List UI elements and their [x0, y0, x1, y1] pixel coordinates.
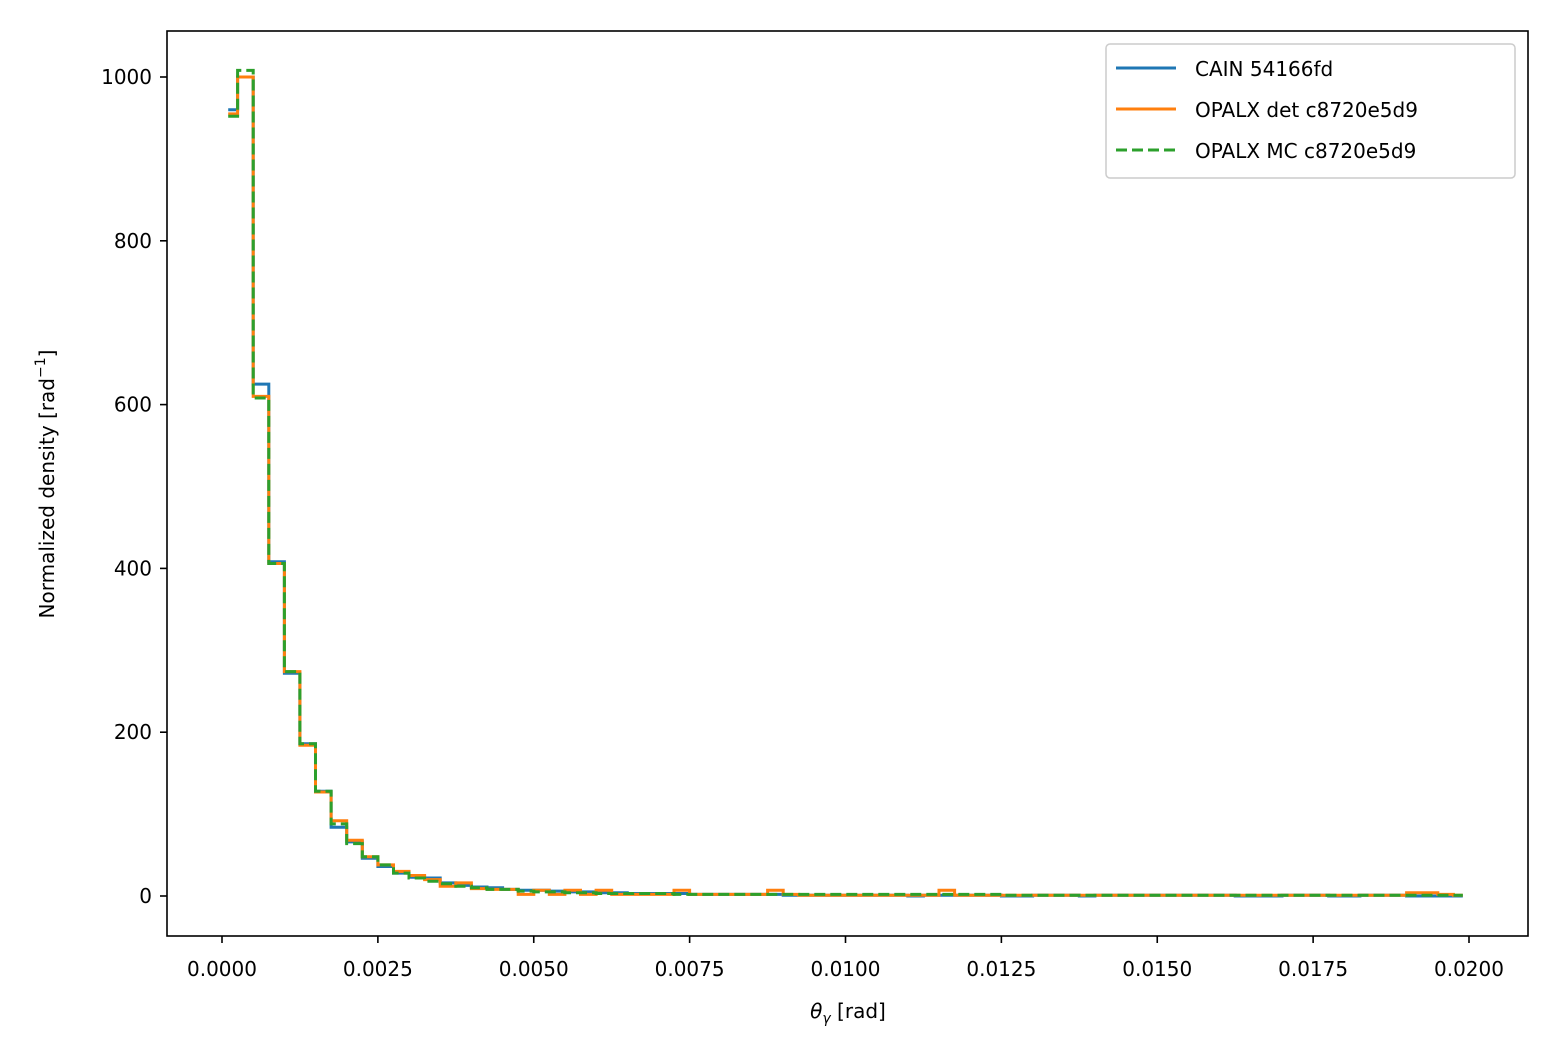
y-tick-label: 0 [139, 884, 152, 908]
x-tick-label: 0.0100 [811, 957, 881, 981]
x-tick-label: 0.0025 [343, 957, 413, 981]
x-tick-label: 0.0050 [499, 957, 569, 981]
plot-area [228, 68, 1463, 898]
y-tick-label: 400 [114, 556, 152, 580]
y-axis-ticks: 0 200 400 600 800 1000 [101, 65, 167, 908]
legend-label-opalx-det: OPALX det c8720e5d9 [1195, 98, 1418, 122]
series-line-2 [228, 68, 1463, 897]
y-tick-label: 600 [114, 393, 152, 417]
axes-frame [166, 30, 1529, 937]
x-tick-label: 0.0150 [1122, 957, 1192, 981]
x-tick-label: 0.0000 [187, 957, 257, 981]
x-tick-label: 0.0175 [1278, 957, 1348, 981]
x-tick-label: 0.0200 [1434, 957, 1504, 981]
legend: CAIN 54166fd OPALX det c8720e5d9 OPALX M… [1105, 43, 1516, 179]
x-axis-label: θγ [rad] [810, 999, 886, 1027]
y-tick-label: 1000 [101, 65, 152, 89]
legend-label-cain: CAIN 54166fd [1195, 57, 1333, 81]
x-axis-ticks: 0.0000 0.0025 0.0050 0.0075 0.0100 0.0125 0.01… [187, 936, 1504, 981]
x-tick-label: 0.0075 [655, 957, 725, 981]
x-tick-label: 0.0125 [966, 957, 1036, 981]
y-axis-label: Normalized density [rad−1] [33, 350, 59, 619]
y-tick-label: 800 [114, 229, 152, 253]
y-tick-label: 200 [114, 720, 152, 744]
legend-label-opalx-mc: OPALX MC c8720e5d9 [1195, 139, 1416, 163]
legend-frame [1105, 43, 1516, 179]
